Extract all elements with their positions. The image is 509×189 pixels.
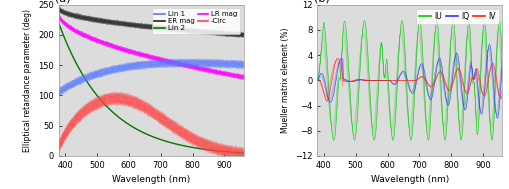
Y-axis label: Mueller matrix element (%): Mueller matrix element (%) <box>280 28 289 133</box>
Legend: IU, IQ, IV: IU, IQ, IV <box>415 9 498 24</box>
X-axis label: Wavelength (nm): Wavelength (nm) <box>112 175 190 184</box>
X-axis label: Wavelength (nm): Wavelength (nm) <box>370 175 448 184</box>
Y-axis label: Elliptical retardance parameter (deg): Elliptical retardance parameter (deg) <box>23 9 33 152</box>
Text: (b): (b) <box>313 0 329 3</box>
Legend: Lin 1, ER mag, Lin 2, LR mag, -Circ: Lin 1, ER mag, Lin 2, LR mag, -Circ <box>151 8 240 34</box>
Text: (a): (a) <box>55 0 70 3</box>
